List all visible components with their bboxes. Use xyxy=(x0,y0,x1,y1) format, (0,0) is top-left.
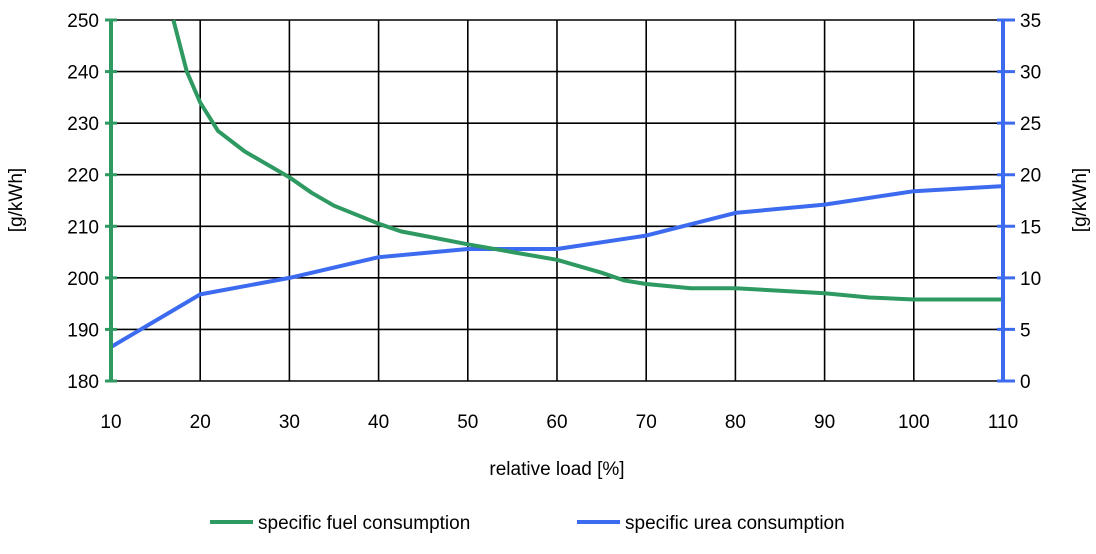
y-left-tick-label: 240 xyxy=(67,63,99,84)
legend-label-fuel: specific fuel consumption xyxy=(258,513,470,534)
x-tick-label: 110 xyxy=(988,412,1018,433)
y-left-tick-label: 190 xyxy=(67,320,99,341)
x-tick-label: 60 xyxy=(546,412,567,433)
y-right-axis-title: [g/kWh] xyxy=(1070,168,1091,232)
y-right-tick-label: 20 xyxy=(1020,166,1041,187)
labels-layer: relative load [%] [g/kWh] [g/kWh] xyxy=(6,168,1091,480)
y-right-tick-label: 5 xyxy=(1020,320,1031,341)
y-right-tick-label: 0 xyxy=(1020,372,1031,393)
y-left-tick-label: 210 xyxy=(67,217,99,238)
x-tick-label: 100 xyxy=(898,412,930,433)
x-axis-title: relative load [%] xyxy=(489,459,624,480)
grid-layer xyxy=(110,19,1004,382)
axes-layer: 180 190 200 210 220 230 240 250 0 5 10 15 20 25 30 35 10… xyxy=(67,11,1041,433)
y-right-tick-label: 10 xyxy=(1020,269,1041,290)
y-right-tick-label: 35 xyxy=(1020,11,1041,32)
x-tick-label: 40 xyxy=(368,412,389,433)
y-right-tick-label: 25 xyxy=(1020,114,1041,135)
x-tick-label: 10 xyxy=(100,412,121,433)
x-tick-label: 90 xyxy=(814,412,835,433)
series-layer xyxy=(109,19,1004,349)
y-left-tick-label: 180 xyxy=(67,372,99,393)
y-left-tick-label: 250 xyxy=(67,11,99,32)
y-right-tick-label: 15 xyxy=(1020,217,1041,238)
y-left-tick-label: 220 xyxy=(67,166,99,187)
y-left-axis-title: [g/kWh] xyxy=(6,168,27,232)
y-left-tick-label: 200 xyxy=(67,269,99,290)
x-tick-label: 30 xyxy=(279,412,300,433)
x-tick-label: 20 xyxy=(190,412,211,433)
x-tick-label: 70 xyxy=(636,412,657,433)
y-right-tick-label: 30 xyxy=(1020,63,1041,84)
x-tick-label: 50 xyxy=(457,412,478,433)
series-line-specific-urea-consumption xyxy=(109,184,1004,349)
legend: specific fuel consumption specific urea … xyxy=(210,513,845,534)
x-tick-label: 80 xyxy=(725,412,746,433)
series-line-specific-fuel-consumption xyxy=(171,19,1003,302)
y-left-tick-label: 230 xyxy=(67,114,99,135)
legend-label-urea: specific urea consumption xyxy=(625,513,845,534)
